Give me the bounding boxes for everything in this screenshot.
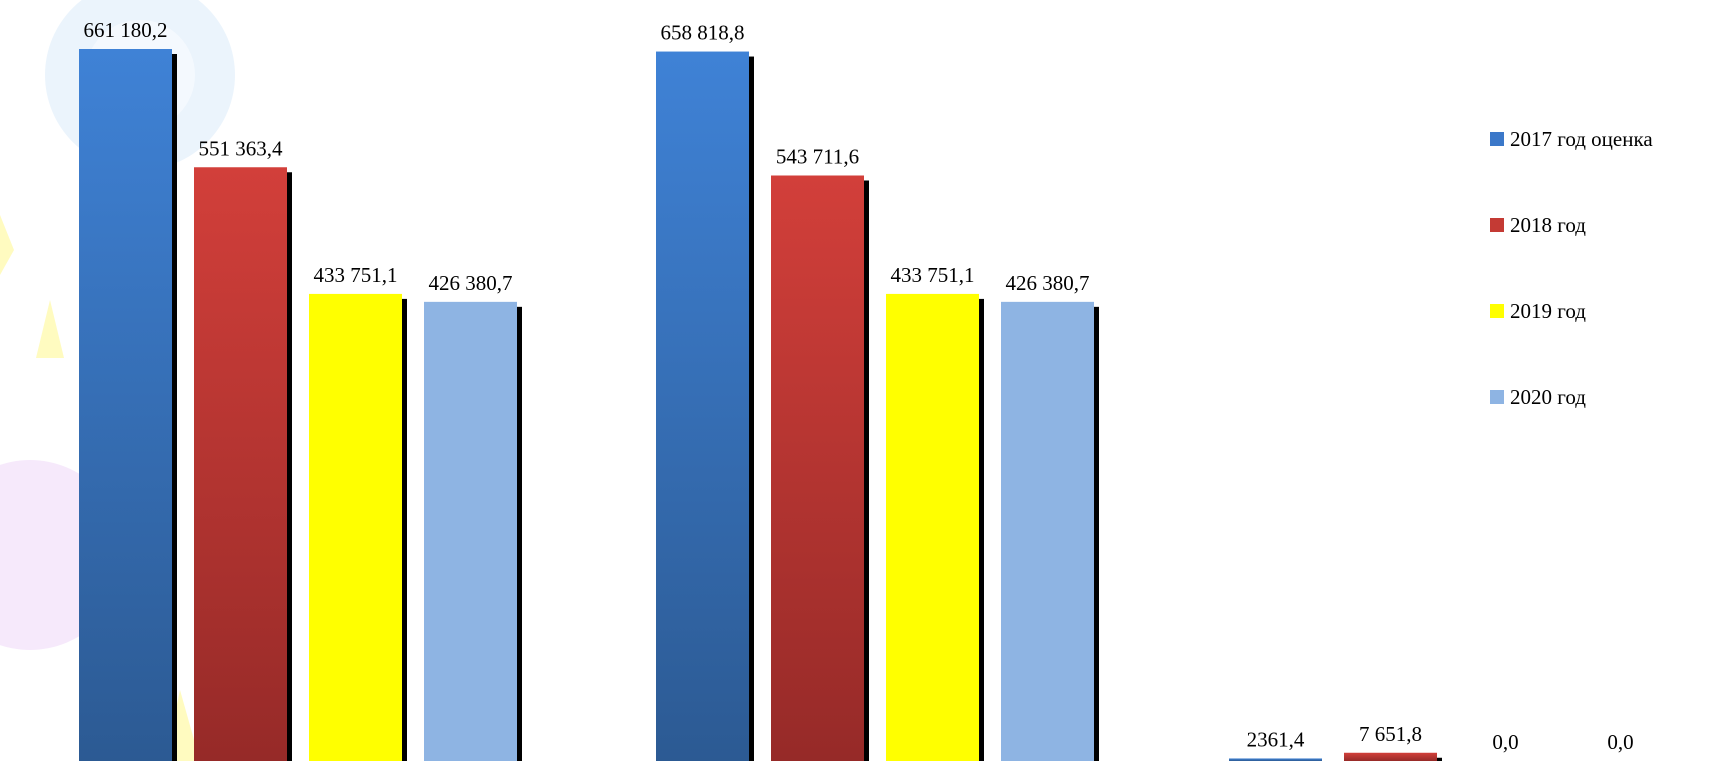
legend-item-2020: 2020 год <box>1490 354 1705 440</box>
data-label-2018-group-3: 7 651,8 <box>1359 722 1422 746</box>
legend-item-2019: 2019 год <box>1490 268 1705 354</box>
bar-2019-group-2 <box>886 293 979 761</box>
bar-2018-group-3 <box>1344 752 1437 761</box>
data-label-2020-group-1: 426 380,7 <box>429 271 513 295</box>
legend-swatch-2018 <box>1490 218 1504 232</box>
legend-label-2018: 2018 год <box>1510 212 1586 237</box>
data-label-2017-group-1: 661 180,2 <box>84 18 168 42</box>
data-label-2018-group-2: 543 711,6 <box>776 144 859 168</box>
bar-2017-group-2 <box>656 51 749 761</box>
data-label-2017-group-2: 658 818,8 <box>661 21 745 45</box>
bar-2018-group-1 <box>194 167 287 761</box>
data-label-2018-group-1: 551 363,4 <box>199 136 284 160</box>
bar-2017-group-3 <box>1229 758 1322 761</box>
legend-swatch-2017 <box>1490 132 1504 146</box>
chart-legend: 2017 год оценка 2018 год 2019 год 2020 год <box>1490 96 1705 440</box>
legend-label-2017: 2017 год оценка <box>1510 126 1653 151</box>
data-label-2020-group-3: 0,0 <box>1607 730 1633 754</box>
bar-2020-group-2 <box>1001 301 1094 761</box>
data-label-2019-group-1: 433 751,1 <box>314 263 398 287</box>
bar-2019-group-1 <box>309 293 402 761</box>
legend-label-2019: 2019 год <box>1510 298 1586 323</box>
legend-label-2020: 2020 год <box>1510 384 1586 409</box>
bar-2020-group-1 <box>424 301 517 761</box>
data-label-2019-group-2: 433 751,1 <box>891 263 975 287</box>
legend-item-2018: 2018 год <box>1490 182 1705 268</box>
data-label-2019-group-3: 0,0 <box>1492 730 1518 754</box>
data-label-2020-group-2: 426 380,7 <box>1006 271 1090 295</box>
data-label-2017-group-3: 2361,4 <box>1247 727 1305 751</box>
bar-2017-group-1 <box>79 49 172 761</box>
legend-swatch-2019 <box>1490 304 1504 318</box>
legend-item-2017: 2017 год оценка <box>1490 96 1705 182</box>
bar-2018-group-2 <box>771 175 864 761</box>
legend-swatch-2020 <box>1490 390 1504 404</box>
